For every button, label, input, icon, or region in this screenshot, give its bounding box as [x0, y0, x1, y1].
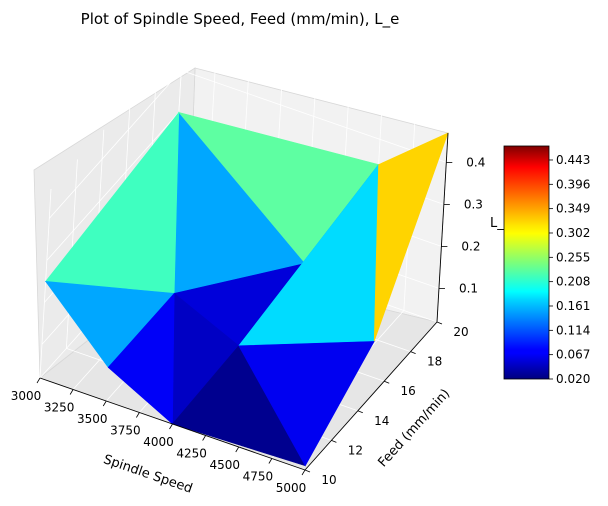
- x-tick-label: 5000: [276, 481, 307, 495]
- z-tick-label: 0.2: [461, 239, 480, 253]
- z-tick-label: 0.3: [464, 197, 483, 211]
- colorbar-tick-label: 0.255: [556, 250, 590, 264]
- colorbar-tick-label: 0.067: [556, 348, 590, 362]
- colorbar-tick-label: 0.114: [556, 323, 590, 337]
- side-gridline-y: [39, 188, 52, 379]
- y-tick-label: 12: [348, 443, 363, 457]
- chart-title: Plot of Spindle Speed, Feed (mm/min), L_…: [81, 10, 400, 29]
- x-tick-mark: [36, 377, 41, 384]
- y-tick-mark: [331, 440, 337, 443]
- z-tick-label: 0.1: [459, 281, 478, 295]
- surface-facet: [107, 292, 175, 425]
- y-tick-label: 14: [374, 414, 389, 428]
- colorbar-tick-label: 0.161: [556, 299, 590, 313]
- y-tick-label: 20: [453, 325, 468, 339]
- x-tick-mark: [169, 423, 173, 430]
- colorbar-tick-label: 0.396: [556, 177, 590, 191]
- colorbar-gradient: [503, 145, 550, 380]
- colorbar-ticks: 0.020 0.067 0.114 0.161 0.208 0.255 0.302 0.349…: [549, 153, 590, 386]
- surface: [44, 111, 449, 467]
- y-tick-label: 10: [321, 473, 336, 487]
- y-tick-mark: [357, 410, 363, 414]
- x-tick-mark: [69, 389, 74, 395]
- x-tick-mark: [235, 446, 240, 453]
- z-axis-line: [436, 132, 449, 323]
- colorbar-tick-label: 0.208: [556, 275, 590, 289]
- x-tick-mark: [202, 435, 206, 441]
- y-tick-mark: [436, 321, 443, 325]
- y-tick-mark: [384, 380, 390, 384]
- y-tick-mark: [410, 351, 416, 354]
- colorbar-tick-label: 0.302: [556, 226, 590, 240]
- surface-facet: [238, 341, 375, 467]
- y-tick-label: 18: [427, 355, 442, 369]
- x-tick-label: 3000: [11, 389, 42, 403]
- gridline-z: [48, 69, 447, 219]
- z-ticks: 0.1 0.2 0.3 0.4: [438, 155, 485, 295]
- y-tick-label: 16: [401, 384, 416, 398]
- surface-facet: [373, 132, 449, 342]
- x-tick-label: 4250: [176, 447, 207, 461]
- y-axis-line: [304, 321, 438, 471]
- colorbar: 0.020 0.067 0.114 0.161 0.208 0.255 0.302 0.349…: [503, 145, 590, 386]
- x-tick-label: 4750: [243, 470, 274, 484]
- x-tick-label: 3250: [44, 401, 75, 415]
- colorbar-tick-label: 0.349: [556, 202, 590, 216]
- y-tick-mark: [304, 469, 311, 473]
- x-tick-mark: [301, 469, 306, 476]
- x-tick-label: 4000: [143, 435, 174, 449]
- y-ticks: 10 12 14 16 18 20: [304, 321, 469, 487]
- x-tick-mark: [268, 458, 273, 464]
- z-tick-label: 0.4: [466, 155, 485, 169]
- x-tick-label: 3500: [77, 412, 108, 426]
- x-tick-mark: [102, 400, 107, 407]
- x-tick-label: 4500: [209, 458, 240, 472]
- colorbar-tick-label: 0.443: [556, 153, 590, 167]
- x-tick-mark: [136, 412, 140, 418]
- x-tick-label: 3750: [110, 424, 141, 438]
- colorbar-tick-label: 0.020: [556, 372, 590, 386]
- y-axis-label: Feed (mm/min): [376, 386, 454, 470]
